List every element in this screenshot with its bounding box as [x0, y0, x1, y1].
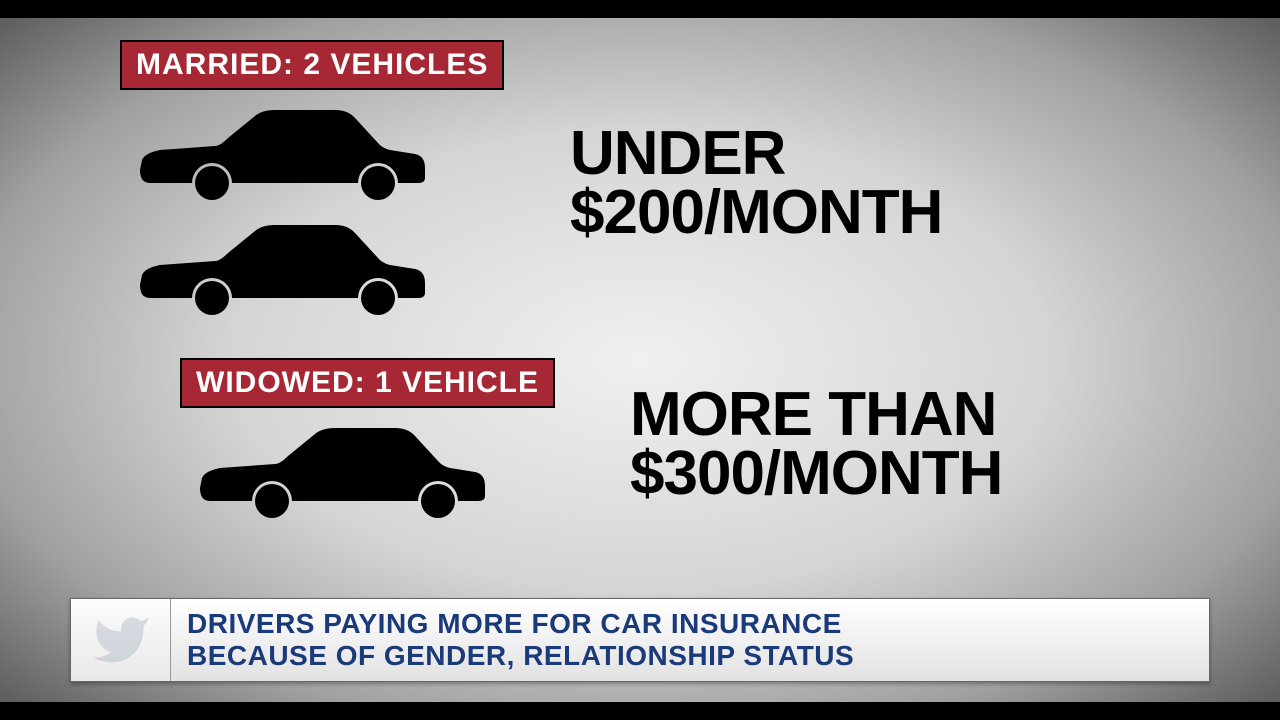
car-icon — [120, 98, 440, 213]
section-widowed: WIDOWED: 1 VEHICLE MORE THAN $300/MONTH — [180, 358, 1200, 531]
price-widowed-line2: $300/MONTH — [630, 445, 1200, 504]
section-married: MARRIED: 2 VEHICLES UNDER $200/MONTH — [120, 40, 1200, 328]
car-icon — [180, 416, 500, 531]
chyron-social-box — [71, 599, 171, 681]
letterbox-bottom — [0, 702, 1280, 720]
price-married-line2: $200/MONTH — [570, 184, 1200, 243]
badge-widowed: WIDOWED: 1 VEHICLE — [180, 358, 555, 408]
price-widowed-line1: MORE THAN — [630, 386, 1200, 445]
infographic-content: MARRIED: 2 VEHICLES UNDER $200/MONTH WID… — [120, 40, 1200, 600]
cars-married — [120, 98, 560, 328]
car-icon — [120, 213, 440, 328]
twitter-icon — [91, 610, 151, 670]
chyron-line1: DRIVERS PAYING MORE FOR CAR INSURANCE — [187, 608, 1193, 640]
chyron-line2: BECAUSE OF GENDER, RELATIONSHIP STATUS — [187, 640, 1193, 672]
price-married-line1: UNDER — [570, 125, 1200, 184]
chyron-text: DRIVERS PAYING MORE FOR CAR INSURANCE BE… — [171, 599, 1209, 681]
cars-widowed — [180, 416, 620, 531]
lower-third-chyron: DRIVERS PAYING MORE FOR CAR INSURANCE BE… — [70, 598, 1210, 682]
badge-married: MARRIED: 2 VEHICLES — [120, 40, 504, 90]
letterbox-top — [0, 0, 1280, 18]
